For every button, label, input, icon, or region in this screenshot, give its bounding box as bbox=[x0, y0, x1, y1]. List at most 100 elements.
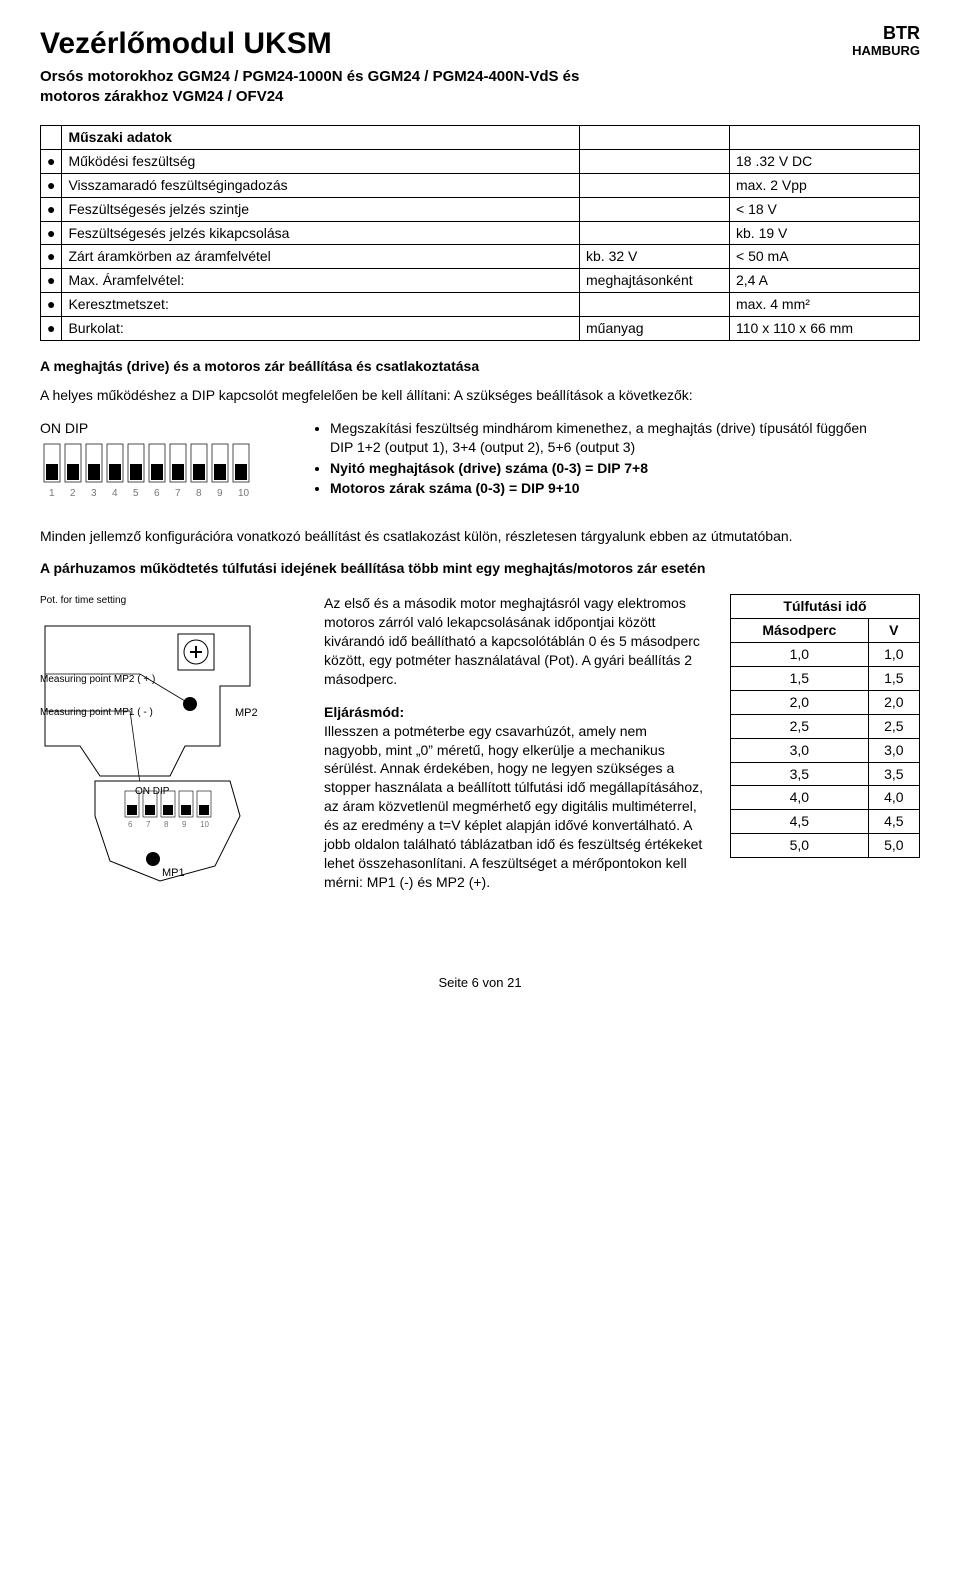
spec-label: Max. Áramfelvétel: bbox=[62, 269, 580, 293]
svg-text:8: 8 bbox=[164, 820, 169, 829]
mid-heading: Eljárásmód: bbox=[324, 703, 706, 722]
spec-bullet: ● bbox=[41, 317, 62, 341]
overrun-row: 1,01,0 bbox=[731, 643, 920, 667]
page-header: Vezérlőmodul UKSM Orsós motorokhoz GGM24… bbox=[40, 24, 920, 107]
overrun-cell: 3,0 bbox=[731, 738, 869, 762]
mid-para1: Az első és a második motor meghajtásról … bbox=[324, 594, 706, 688]
section1-intro: A helyes működéshez a DIP kapcsolót megf… bbox=[40, 386, 920, 405]
svg-text:6: 6 bbox=[128, 820, 133, 829]
spec-col3: 110 x 110 x 66 mm bbox=[730, 317, 920, 341]
overrun-cell: 1,0 bbox=[868, 643, 919, 667]
overrun-cell: 2,5 bbox=[731, 714, 869, 738]
dip-bullet-item: Megszakítási feszültség mindhárom kimene… bbox=[330, 419, 867, 457]
title-block: Vezérlőmodul UKSM Orsós motorokhoz GGM24… bbox=[40, 24, 832, 107]
spec-row: ●Működési feszültség18 .32 V DC bbox=[41, 149, 920, 173]
section2-heading: A párhuzamos működtetés túlfutási idején… bbox=[40, 559, 920, 578]
spec-col3: < 18 V bbox=[730, 197, 920, 221]
svg-text:9: 9 bbox=[217, 488, 223, 499]
svg-text:2: 2 bbox=[70, 488, 76, 499]
spec-label: Keresztmetszet: bbox=[62, 293, 580, 317]
mid-para2: Illesszen a potméterbe egy csavarhúzót, … bbox=[324, 722, 706, 892]
brand-name: BTR bbox=[852, 24, 920, 44]
spec-col3: 18 .32 V DC bbox=[730, 149, 920, 173]
spec-label: Feszültségesés jelzés szintje bbox=[62, 197, 580, 221]
spec-col2: kb. 32 V bbox=[580, 245, 730, 269]
subtitle-line-2: motoros zárakhoz VGM24 / OFV24 bbox=[40, 87, 832, 107]
overrun-cell: 4,0 bbox=[731, 786, 869, 810]
overrun-cell: 3,5 bbox=[731, 762, 869, 786]
brand-city: HAMBURG bbox=[852, 44, 920, 58]
dip-bullet-item: Motoros zárak száma (0-3) = DIP 9+10 bbox=[330, 479, 867, 498]
overrun-cell: 5,0 bbox=[868, 834, 919, 858]
spec-label: Burkolat: bbox=[62, 317, 580, 341]
overrun-cell: 1,5 bbox=[868, 667, 919, 691]
overrun-cell: 2,0 bbox=[731, 690, 869, 714]
spec-row: ●Zárt áramkörben az áramfelvételkb. 32 V… bbox=[41, 245, 920, 269]
spec-label: Működési feszültség bbox=[62, 149, 580, 173]
page-title: Vezérlőmodul UKSM bbox=[40, 24, 832, 65]
diagram-column: Pot. for time setting 678910 bbox=[40, 594, 300, 937]
overrun-row: 2,52,5 bbox=[731, 714, 920, 738]
overrun-row: 4,54,5 bbox=[731, 810, 920, 834]
spec-label: Feszültségesés jelzés kikapcsolása bbox=[62, 221, 580, 245]
spec-col2: meghajtásonként bbox=[580, 269, 730, 293]
overrun-row: 1,51,5 bbox=[731, 667, 920, 691]
mp1-tag: MP1 bbox=[162, 867, 185, 879]
dip-bullet-list: Megszakítási feszültség mindhárom kimene… bbox=[310, 419, 867, 501]
overrun-cell: 1,5 bbox=[731, 667, 869, 691]
spec-label: Visszamaradó feszültségingadozás bbox=[62, 173, 580, 197]
spec-bullet: ● bbox=[41, 197, 62, 221]
spec-row: ●Burkolat:műanyag110 x 110 x 66 mm bbox=[41, 317, 920, 341]
dip-bullet-item: Nyitó meghajtások (drive) száma (0-3) = … bbox=[330, 459, 867, 478]
spec-bullet: ● bbox=[41, 269, 62, 293]
mp1-label: Measuring point MP1 ( - ) bbox=[40, 706, 300, 720]
section1-closing: Minden jellemző konfigurációra vonatkozó… bbox=[40, 527, 920, 546]
svg-text:10: 10 bbox=[200, 820, 209, 829]
mp2-label: Measuring point MP2 ( + ) bbox=[40, 673, 300, 687]
overrun-col1: Másodperc bbox=[731, 619, 869, 643]
svg-text:9: 9 bbox=[182, 820, 187, 829]
spec-row: Műszaki adatok bbox=[41, 126, 920, 150]
overrun-cell: 4,5 bbox=[868, 810, 919, 834]
dip-bullet-text: Nyitó meghajtások (drive) száma (0-3) = … bbox=[330, 460, 648, 476]
spec-col3: max. 4 mm² bbox=[730, 293, 920, 317]
spec-bullet: ● bbox=[41, 221, 62, 245]
svg-text:8: 8 bbox=[196, 488, 202, 499]
measuring-diagram-icon: 678910 MP2 MP1 ON DIP bbox=[40, 616, 300, 906]
section2-columns: Pot. for time setting 678910 bbox=[40, 594, 920, 937]
overrun-row: 5,05,0 bbox=[731, 834, 920, 858]
spec-col3: < 50 mA bbox=[730, 245, 920, 269]
dip-bullet-text: Megszakítási feszültség mindhárom kimene… bbox=[330, 420, 867, 436]
spec-row: ●Feszültségesés jelzés kikapcsolásakb. 1… bbox=[41, 221, 920, 245]
overrun-table-column: Túlfutási idő Másodperc V 1,01,01,51,52,… bbox=[730, 594, 920, 858]
brand-block: BTR HAMBURG bbox=[852, 24, 920, 58]
svg-text:1: 1 bbox=[49, 488, 55, 499]
overrun-cell: 1,0 bbox=[731, 643, 869, 667]
overrun-row: 2,02,0 bbox=[731, 690, 920, 714]
spec-row: ●Max. Áramfelvétel:meghajtásonként2,4 A bbox=[41, 269, 920, 293]
spec-col2 bbox=[580, 197, 730, 221]
spec-bullet: ● bbox=[41, 173, 62, 197]
section1-heading: A meghajtás (drive) és a motoros zár beá… bbox=[40, 357, 920, 376]
overrun-col2: V bbox=[868, 619, 919, 643]
overrun-cell: 5,0 bbox=[731, 834, 869, 858]
dip-row: ON DIP 12345678910 Megszakítási feszülts… bbox=[40, 419, 920, 507]
spec-label: Műszaki adatok bbox=[62, 126, 580, 150]
overrun-row: 3,03,0 bbox=[731, 738, 920, 762]
overrun-cell: 2,5 bbox=[868, 714, 919, 738]
spec-col3: 2,4 A bbox=[730, 269, 920, 293]
svg-text:3: 3 bbox=[91, 488, 97, 499]
spec-bullet: ● bbox=[41, 293, 62, 317]
spec-col2 bbox=[580, 173, 730, 197]
overrun-table: Túlfutási idő Másodperc V 1,01,01,51,52,… bbox=[730, 594, 920, 858]
subtitle-line-1: Orsós motorokhoz GGM24 / PGM24-1000N és … bbox=[40, 67, 832, 87]
dip-bullet-subtext: DIP 1+2 (output 1), 3+4 (output 2), 5+6 … bbox=[330, 439, 635, 455]
spec-table: Műszaki adatok●Működési feszültség18 .32… bbox=[40, 125, 920, 341]
spec-col2 bbox=[580, 221, 730, 245]
overrun-cell: 3,0 bbox=[868, 738, 919, 762]
overrun-cell: 3,5 bbox=[868, 762, 919, 786]
svg-text:7: 7 bbox=[175, 488, 181, 499]
pot-label: Pot. for time setting bbox=[40, 594, 300, 608]
overrun-header: Túlfutási idő bbox=[731, 595, 920, 619]
dip-switch-diagram: ON DIP 12345678910 bbox=[40, 419, 270, 507]
